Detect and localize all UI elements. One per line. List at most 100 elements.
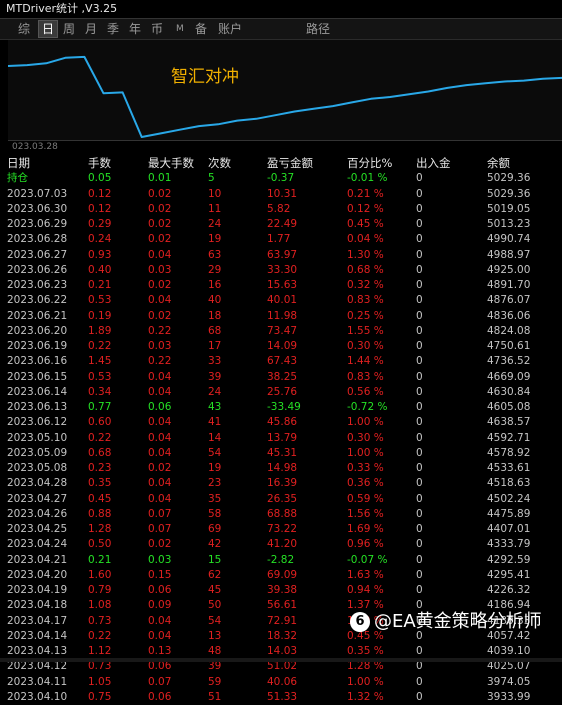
table-row[interactable]: 2023.04.25 1.28 0.07 69 73.22 1.69 % 0 4407.01 xyxy=(0,522,562,537)
header-profit[interactable]: 盈亏金额 xyxy=(267,156,313,170)
deposit-cell: 0 xyxy=(416,431,423,444)
tab-account[interactable]: 账户 xyxy=(218,22,243,36)
table-row[interactable]: 2023.06.27 0.93 0.04 63 63.97 1.30 % 0 4988.97 xyxy=(0,248,562,263)
table-row[interactable]: 2023.04.14 0.22 0.04 13 18.32 0.45 % 0 4057.42 xyxy=(0,629,562,644)
date-cell: 2023.04.19 xyxy=(7,584,68,596)
table-row[interactable]: 2023.06.21 0.19 0.02 18 11.98 0.25 % 0 4836.06 xyxy=(0,309,562,324)
table-row[interactable]: 2023.06.26 0.40 0.03 29 33.30 0.68 % 0 4925.00 xyxy=(0,263,562,278)
header-percent[interactable]: 百分比% xyxy=(347,156,393,170)
table-row[interactable]: 2023.04.13 1.12 0.13 48 14.03 0.35 % 0 4039.10 xyxy=(0,644,562,659)
open-positions-row[interactable]: 持仓 0.05 0.01 5 -0.37 -0.01 % 0 5029.36 xyxy=(0,171,562,186)
table-row[interactable]: 2023.04.19 0.79 0.06 45 39.38 0.94 % 0 4226.32 xyxy=(0,583,562,598)
lots-cell: 0.12 xyxy=(88,202,112,215)
percent-cell: 1.63 % xyxy=(347,568,384,581)
lots-cell: 0.22 xyxy=(88,431,112,444)
max-lots-cell: 0.04 xyxy=(148,385,172,398)
tab-notes[interactable]: 备 xyxy=(195,22,208,36)
deposit-cell: 0 xyxy=(416,248,423,261)
table-row[interactable]: 2023.04.21 0.21 0.03 15 -2.82 -0.07 % 0 4292.59 xyxy=(0,553,562,568)
table-row[interactable]: 2023.04.18 1.08 0.09 50 56.61 1.37 % 0 4186.94 xyxy=(0,598,562,613)
max-lots-cell: 0.22 xyxy=(148,324,172,337)
table-row[interactable]: 2023.06.13 0.77 0.06 43 -33.49 -0.72 % 0 4605.0… xyxy=(0,400,562,415)
table-row[interactable]: 2023.04.10 0.75 0.06 51 51.33 1.32 % 0 3933.99 xyxy=(0,690,562,705)
profit-cell: 45.86 xyxy=(267,416,298,429)
max-lots-cell: 0.03 xyxy=(148,553,172,566)
table-row[interactable]: 2023.06.15 0.53 0.04 39 38.25 0.83 % 0 4669.09 xyxy=(0,370,562,385)
count-cell: 16 xyxy=(208,279,222,291)
lots-cell: 0.21 xyxy=(88,553,112,566)
header-lots[interactable]: 手数 xyxy=(88,156,111,170)
date-cell: 2023.04.10 xyxy=(7,690,68,703)
tab-week[interactable]: 周 xyxy=(63,22,76,36)
table-row[interactable]: 2023.04.26 0.88 0.07 58 68.88 1.56 % 0 4475.89 xyxy=(0,507,562,522)
table-row[interactable]: 2023.06.20 1.89 0.22 68 73.47 1.55 % 0 4824.08 xyxy=(0,324,562,339)
date-cell: 2023.04.21 xyxy=(7,553,68,566)
percent-cell: 0.32 % xyxy=(347,279,384,291)
tab-m[interactable]: M xyxy=(176,24,184,34)
table-row[interactable]: 2023.04.20 1.60 0.15 62 69.09 1.63 % 0 4295.41 xyxy=(0,568,562,583)
lots-cell: 0.88 xyxy=(88,507,112,520)
table-row[interactable]: 2023.06.23 0.21 0.02 16 15.63 0.32 % 0 4891.70 xyxy=(0,278,562,293)
max-lots-cell: 0.02 xyxy=(148,187,172,200)
deposit-cell: 0 xyxy=(416,370,423,383)
table-row[interactable]: 2023.06.29 0.29 0.02 24 22.49 0.45 % 0 5013.23 xyxy=(0,217,562,232)
table-row[interactable]: 2023.06.28 0.24 0.02 19 1.77 0.04 % 0 4990.74 xyxy=(0,232,562,247)
profit-cell: 13.79 xyxy=(267,431,298,444)
profit-cell: 40.01 xyxy=(267,294,298,307)
percent-cell: 0.45 % xyxy=(347,629,384,642)
table-row[interactable]: 2023.04.28 0.35 0.04 23 16.39 0.36 % 0 4518.63 xyxy=(0,476,562,491)
tab-path[interactable]: 路径 xyxy=(306,22,331,36)
lots-cell: 1.45 xyxy=(88,355,112,368)
tab-month[interactable]: 月 xyxy=(85,22,98,36)
deposit-cell: 0 xyxy=(416,446,423,459)
tab-day[interactable]: 日 xyxy=(38,20,59,38)
percent-cell: 0.21 % xyxy=(347,187,384,200)
table-row[interactable]: 2023.06.16 1.45 0.22 33 67.43 1.44 % 0 4736.52 xyxy=(0,354,562,369)
tab-year[interactable]: 年 xyxy=(129,22,142,36)
header-max-lots[interactable]: 最大手数 xyxy=(148,156,194,170)
deposit-cell: 0 xyxy=(416,568,423,581)
table-row[interactable]: 2023.06.14 0.34 0.04 24 25.76 0.56 % 0 4630.84 xyxy=(0,385,562,400)
table-row[interactable]: 2023.06.19 0.22 0.03 17 14.09 0.30 % 0 4750.61 xyxy=(0,339,562,354)
percent-cell: 1.00 % xyxy=(347,416,384,429)
date-cell: 2023.04.14 xyxy=(7,629,68,642)
date-cell: 2023.04.28 xyxy=(7,477,68,490)
date-cell: 2023.06.13 xyxy=(7,401,68,413)
balance-cell: 5013.23 xyxy=(487,218,531,230)
balance-cell: 4750.61 xyxy=(487,340,531,352)
date-cell: 2023.05.09 xyxy=(7,446,68,459)
table-row[interactable]: 2023.06.30 0.12 0.02 11 5.82 0.12 % 0 5019.05 xyxy=(0,202,562,217)
count-cell: 18 xyxy=(208,309,222,322)
table-row[interactable]: 2023.06.12 0.60 0.04 41 45.86 1.00 % 0 4638.57 xyxy=(0,415,562,430)
table-row[interactable]: 2023.07.03 0.12 0.02 10 10.31 0.21 % 0 5029.36 xyxy=(0,187,562,202)
date-cell: 2023.06.23 xyxy=(7,279,68,291)
table-row[interactable]: 2023.05.09 0.68 0.04 54 45.31 1.00 % 0 4578.92 xyxy=(0,446,562,461)
max-lots-cell: 0.07 xyxy=(148,523,172,535)
date-cell: 持仓 xyxy=(7,172,28,185)
table-row[interactable]: 2023.05.10 0.22 0.04 14 13.79 0.30 % 0 4592.71 xyxy=(0,431,562,446)
tab-currency[interactable]: 币 xyxy=(151,22,164,36)
date-cell: 2023.06.28 xyxy=(7,233,68,246)
header-deposit[interactable]: 出入金 xyxy=(416,156,451,170)
table-row[interactable]: 2023.04.11 1.05 0.07 59 40.06 1.00 % 0 3974.05 xyxy=(0,675,562,690)
balance-cell: 4638.57 xyxy=(487,416,531,429)
balance-cell: 4891.70 xyxy=(487,279,531,291)
deposit-cell: 0 xyxy=(416,187,423,200)
table-row[interactable]: 2023.06.22 0.53 0.04 40 40.01 0.83 % 0 4876.07 xyxy=(0,293,562,308)
deposit-cell: 0 xyxy=(416,355,423,368)
tab-quarter[interactable]: 季 xyxy=(107,22,120,36)
table-row[interactable]: 2023.05.08 0.23 0.02 19 14.98 0.33 % 0 4533.61 xyxy=(0,461,562,476)
table-row[interactable]: 2023.04.27 0.45 0.04 35 26.35 0.59 % 0 4502.24 xyxy=(0,492,562,507)
header-count[interactable]: 次数 xyxy=(208,156,231,170)
percent-cell: 0.12 % xyxy=(347,202,384,215)
balance-cell: 4824.08 xyxy=(487,324,531,337)
tab-summary[interactable]: 综 xyxy=(18,22,31,36)
balance-cell: 3974.05 xyxy=(487,675,531,688)
lots-cell: 0.05 xyxy=(88,172,112,185)
table-row[interactable]: 2023.04.24 0.50 0.02 42 41.20 0.96 % 0 4333.79 xyxy=(0,537,562,552)
header-balance[interactable]: 余额 xyxy=(487,156,510,170)
header-date[interactable]: 日期 xyxy=(7,156,30,170)
balance-cell: 3933.99 xyxy=(487,690,531,703)
deposit-cell: 0 xyxy=(416,309,423,322)
date-cell: 2023.04.20 xyxy=(7,568,68,581)
